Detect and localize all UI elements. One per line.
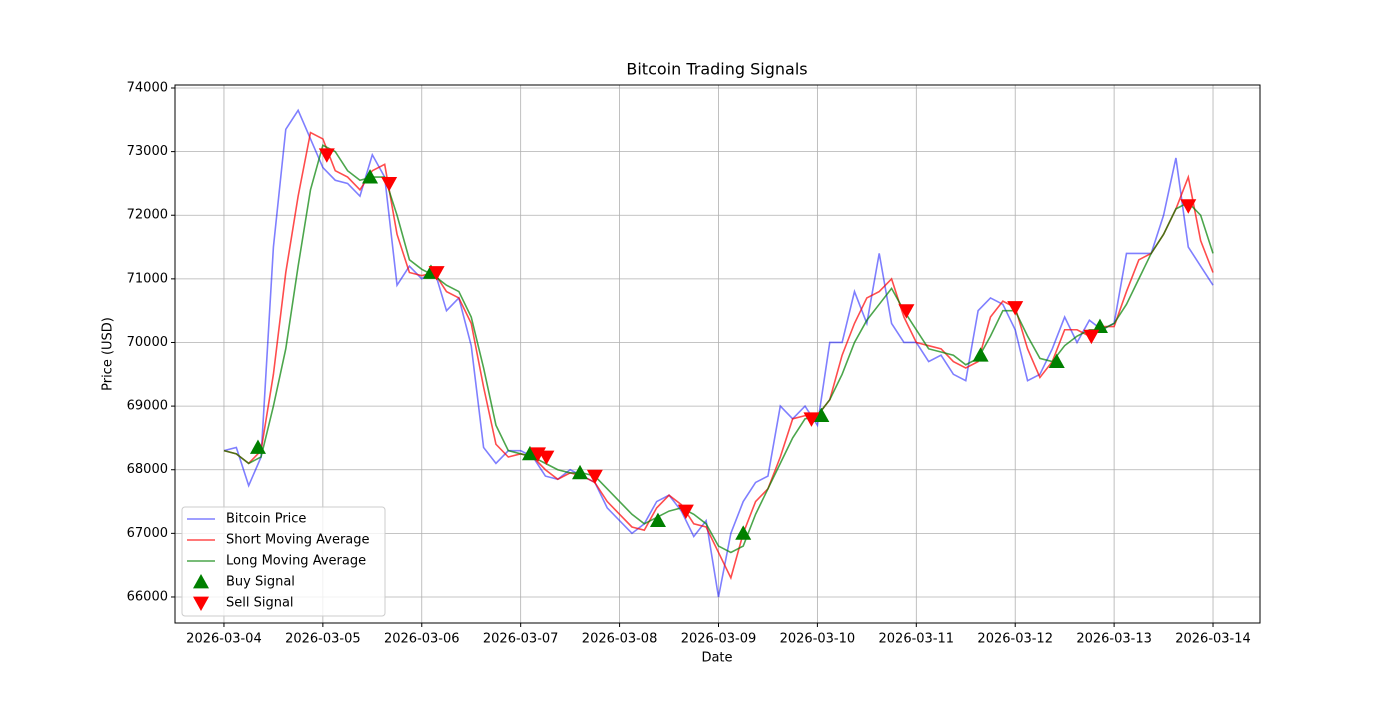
x-tick-label: 2026-03-12	[977, 632, 1053, 647]
y-tick-label: 68000	[127, 462, 168, 477]
x-tick-label: 2026-03-09	[681, 632, 757, 647]
signal-marker	[318, 148, 335, 163]
signal-marker	[1083, 329, 1100, 345]
x-tick-label: 2026-03-14	[1175, 632, 1251, 647]
signal-marker	[572, 464, 589, 480]
legend-marker	[193, 574, 209, 589]
y-tick-label: 67000	[127, 526, 168, 541]
legend-label: Sell Signal	[226, 596, 294, 611]
signal-marker	[813, 407, 830, 423]
y-tick-label: 70000	[127, 335, 168, 350]
x-tick-label: 2026-03-13	[1076, 632, 1152, 647]
signal-marker	[649, 512, 666, 528]
chart-title: Bitcoin Trading Signals	[626, 60, 807, 79]
signal-marker	[1180, 199, 1197, 214]
signal-marker	[1007, 301, 1024, 316]
y-axis-label: Price (USD)	[101, 317, 116, 391]
y-tick-label: 69000	[127, 399, 168, 414]
signal-marker	[898, 304, 915, 319]
series-line	[223, 108, 1214, 598]
legend-box	[181, 506, 386, 617]
y-tick-label: 71000	[127, 271, 168, 286]
signal-marker	[362, 169, 379, 184]
y-tick-label: 66000	[127, 589, 168, 604]
signal-marker	[972, 347, 989, 362]
signal-marker	[538, 450, 555, 466]
x-tick-label: 2026-03-08	[582, 632, 658, 647]
signal-marker	[428, 266, 445, 281]
x-tick-label: 2026-03-11	[879, 632, 955, 647]
signal-marker	[677, 504, 694, 520]
legend-label: Long Moving Average	[226, 554, 366, 569]
signal-marker	[586, 469, 603, 485]
signal-marker	[735, 525, 752, 540]
signal-marker	[381, 177, 398, 192]
x-tick-label: 2026-03-05	[285, 632, 361, 647]
legend-label: Short Moving Average	[226, 533, 370, 548]
y-tick-label: 74000	[127, 80, 168, 95]
y-tick-label: 73000	[127, 144, 168, 159]
signal-marker	[249, 439, 266, 454]
legend-label: Buy Signal	[226, 575, 295, 590]
plot-frame	[174, 84, 1261, 624]
x-tick-label: 2026-03-07	[483, 632, 559, 647]
signal-marker	[1091, 318, 1108, 333]
signal-marker	[521, 445, 538, 461]
signal-marker	[803, 412, 820, 427]
y-tick-label: 72000	[127, 208, 168, 223]
x-tick-label: 2026-03-06	[384, 632, 460, 647]
x-tick-label: 2026-03-10	[780, 632, 856, 647]
x-tick-label: 2026-03-04	[186, 632, 262, 647]
x-axis-label: Date	[701, 651, 732, 666]
legend-marker	[193, 596, 209, 611]
signal-marker	[1048, 353, 1065, 368]
legend-label: Bitcoin Price	[226, 512, 306, 527]
